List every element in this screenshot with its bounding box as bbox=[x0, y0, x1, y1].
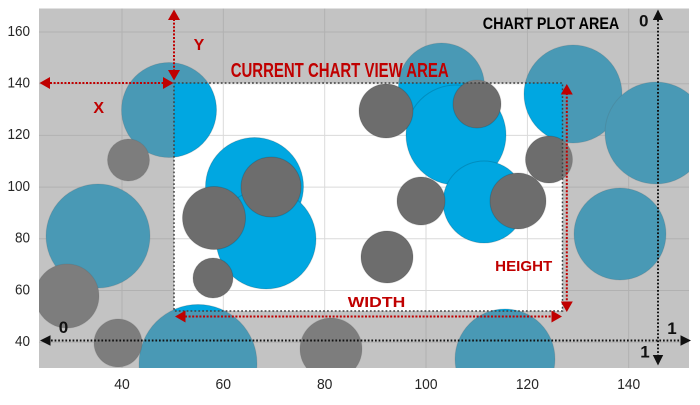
svg-text:120: 120 bbox=[516, 376, 539, 393]
svg-text:80: 80 bbox=[15, 231, 30, 247]
svg-text:140: 140 bbox=[8, 76, 31, 92]
svg-text:40: 40 bbox=[15, 334, 30, 350]
svg-text:60: 60 bbox=[15, 282, 30, 298]
svg-text:CURRENT CHART VIEW AREA: CURRENT CHART VIEW AREA bbox=[231, 60, 449, 82]
svg-text:140: 140 bbox=[617, 376, 640, 393]
svg-text:40: 40 bbox=[114, 376, 130, 393]
svg-text:80: 80 bbox=[317, 376, 333, 393]
svg-text:CHART PLOT AREA: CHART PLOT AREA bbox=[483, 14, 620, 33]
svg-text:HEIGHT: HEIGHT bbox=[495, 258, 552, 275]
svg-text:120: 120 bbox=[8, 127, 31, 143]
svg-text:60: 60 bbox=[216, 376, 232, 393]
svg-text:100: 100 bbox=[415, 376, 438, 393]
svg-text:100: 100 bbox=[8, 179, 31, 195]
svg-text:1: 1 bbox=[640, 343, 649, 362]
svg-text:160: 160 bbox=[8, 24, 31, 40]
svg-text:0: 0 bbox=[639, 12, 648, 31]
svg-text:WIDTH: WIDTH bbox=[348, 294, 406, 311]
svg-text:Y: Y bbox=[194, 37, 205, 54]
svg-text:X: X bbox=[93, 100, 104, 117]
svg-text:0: 0 bbox=[59, 318, 68, 337]
svg-text:1: 1 bbox=[667, 319, 676, 338]
